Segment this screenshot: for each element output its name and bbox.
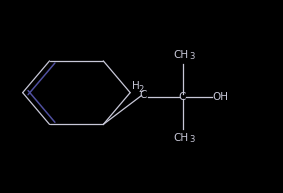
Text: CH: CH — [173, 50, 189, 60]
Text: 3: 3 — [189, 52, 194, 61]
Text: 3: 3 — [189, 135, 194, 144]
Text: OH: OH — [213, 91, 229, 102]
Text: C: C — [139, 90, 147, 100]
Text: C: C — [179, 91, 186, 102]
Text: 2: 2 — [138, 85, 143, 94]
Text: H: H — [132, 81, 140, 91]
Text: CH: CH — [173, 133, 189, 143]
